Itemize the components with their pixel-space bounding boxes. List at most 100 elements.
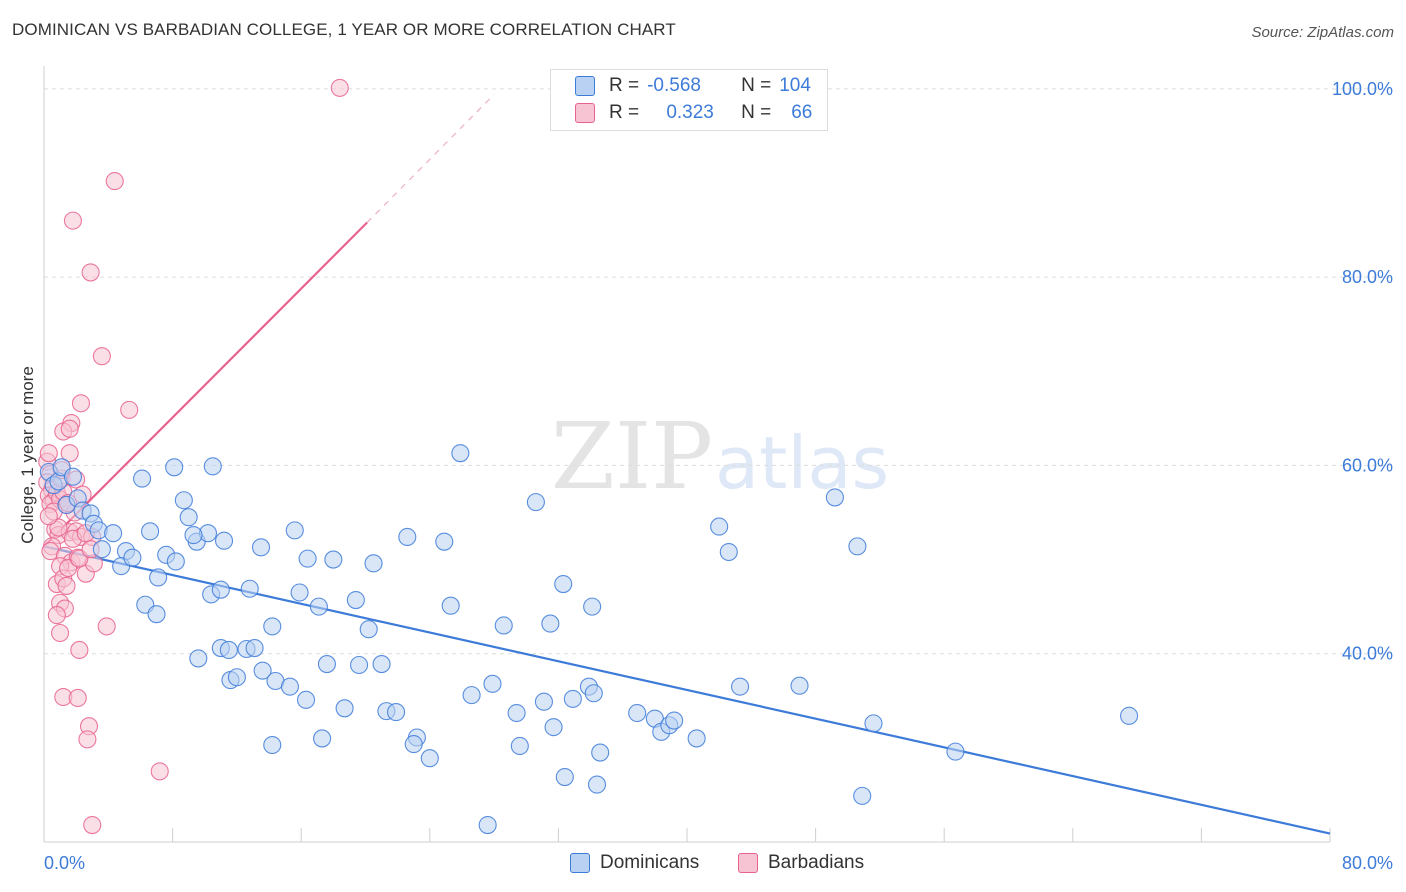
point-dominicans <box>710 517 729 536</box>
point-dominicans <box>324 550 343 569</box>
y-tick-label: 40.0% <box>1342 644 1393 664</box>
r-value: -0.568 <box>647 75 701 96</box>
point-dominicans <box>104 524 123 543</box>
point-dominicans <box>184 526 203 545</box>
point-barbadians <box>68 688 87 708</box>
point-dominicans <box>350 655 369 675</box>
point-dominicans <box>263 735 282 755</box>
point-dominicans <box>478 816 497 835</box>
point-dominicans <box>372 655 391 674</box>
point-dominicans <box>346 590 365 610</box>
legend-label-barbadians: Barbadians <box>768 852 865 873</box>
point-dominicans <box>214 531 234 550</box>
chart-source: Source: ZipAtlas.com <box>1251 24 1394 41</box>
point-dominicans <box>203 457 222 476</box>
point-barbadians <box>97 617 116 636</box>
point-dominicans <box>462 686 481 705</box>
legend-label-dominicans: Dominicans <box>600 852 700 873</box>
legend-row-barbadians: R = 0.323 N = 66 <box>575 101 812 125</box>
point-barbadians <box>39 444 58 463</box>
point-dominicans <box>435 532 454 551</box>
legend-row-dominicans: R = -0.568 N = 104 <box>575 74 811 98</box>
point-dominicans <box>563 689 582 708</box>
point-dominicans <box>309 597 328 616</box>
trend-line-barbadians <box>43 221 368 548</box>
watermark: ZIP atlas <box>551 403 889 510</box>
point-dominicans <box>584 684 603 703</box>
point-dominicans <box>526 493 545 512</box>
point-barbadians <box>78 730 97 749</box>
point-dominicans <box>364 554 383 573</box>
point-dominicans <box>555 767 574 787</box>
dominicans-swatch <box>570 853 590 873</box>
point-barbadians <box>60 444 79 463</box>
data-points <box>38 78 1139 835</box>
point-dominicans <box>313 729 332 748</box>
point-dominicans <box>483 674 502 693</box>
series-legend: Dominicans Barbadians <box>0 852 1406 876</box>
point-dominicans <box>730 677 750 696</box>
point-barbadians <box>92 347 111 366</box>
point-dominicans <box>251 538 271 557</box>
dominicans-swatch <box>575 76 595 96</box>
n-value: 104 <box>779 75 811 96</box>
point-barbadians <box>71 394 91 413</box>
point-barbadians <box>51 623 70 643</box>
point-dominicans <box>298 549 317 568</box>
chart-title: DOMINICAN VS BARBADIAN COLLEGE, 1 YEAR O… <box>12 20 676 39</box>
point-dominicans <box>285 521 304 540</box>
point-dominicans <box>790 676 809 695</box>
point-dominicans <box>825 488 844 507</box>
point-barbadians <box>120 400 139 419</box>
point-dominicans <box>583 597 602 616</box>
point-dominicans <box>541 614 560 633</box>
point-dominicans <box>179 508 198 527</box>
point-dominicans <box>335 699 354 718</box>
point-dominicans <box>280 677 299 696</box>
point-dominicans <box>227 668 246 687</box>
point-dominicans <box>510 736 529 756</box>
point-dominicans <box>141 522 160 541</box>
point-dominicans <box>628 703 647 723</box>
point-dominicans <box>544 718 563 737</box>
point-dominicans <box>441 596 460 615</box>
point-dominicans <box>63 467 82 486</box>
point-dominicans <box>123 548 142 567</box>
n-value: 66 <box>791 102 813 123</box>
point-barbadians <box>47 606 66 625</box>
point-dominicans <box>174 491 193 510</box>
point-dominicans <box>494 616 513 635</box>
point-barbadians <box>57 576 76 595</box>
point-dominicans <box>451 444 470 463</box>
y-tick-label: 100.0% <box>1332 79 1393 99</box>
n-label: N = <box>741 102 772 123</box>
trend-line-dominicans <box>43 545 1331 835</box>
point-barbadians <box>60 419 79 438</box>
y-tick-label: 80.0% <box>1342 267 1393 287</box>
point-barbadians <box>105 172 124 191</box>
point-dominicans <box>189 649 208 668</box>
watermark-atlas: atlas <box>715 421 889 505</box>
y-tick-label: 60.0% <box>1342 455 1393 475</box>
point-dominicans <box>133 469 152 488</box>
point-dominicans <box>253 661 272 680</box>
point-dominicans <box>165 458 184 477</box>
legend-item-dominicans[interactable]: Dominicans <box>570 852 699 874</box>
point-dominicans <box>534 692 553 711</box>
legend-item-barbadians[interactable]: Barbadians <box>738 852 864 874</box>
stats-legend: R = -0.568 N = 104 R = 0.323 N = 66 <box>550 69 828 131</box>
grid-lines <box>44 88 1394 655</box>
point-dominicans <box>587 775 607 794</box>
point-barbadians <box>70 640 89 659</box>
point-dominicans <box>219 640 238 659</box>
point-dominicans <box>263 617 282 636</box>
r-label: R = <box>609 75 640 96</box>
point-dominicans <box>211 580 230 599</box>
point-barbadians <box>83 816 102 835</box>
point-dominicans <box>554 574 573 594</box>
n-label: N = <box>741 75 772 96</box>
point-barbadians <box>39 507 58 526</box>
point-barbadians <box>150 762 169 781</box>
point-dominicans <box>92 540 111 559</box>
